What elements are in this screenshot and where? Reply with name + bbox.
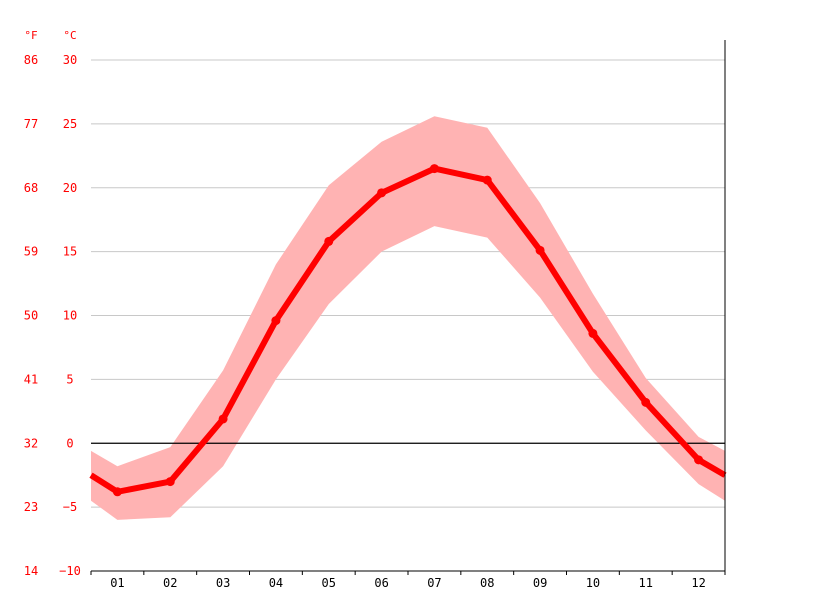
data-point-02	[165, 477, 175, 487]
y-tick-label-celsius: 10	[63, 309, 77, 323]
data-point-10	[588, 328, 598, 338]
x-tick-label-09: 09	[533, 576, 547, 590]
y-tick-label-fahrenheit: 14	[24, 564, 38, 578]
x-tick-label-01: 01	[110, 576, 124, 590]
data-point-09	[535, 245, 545, 255]
x-tick-label-08: 08	[480, 576, 494, 590]
y-tick-label-fahrenheit: 50	[24, 309, 38, 323]
y-tick-label-fahrenheit: 86	[24, 53, 38, 67]
y-tick-label-celsius: 20	[63, 181, 77, 195]
y-tick-label-celsius: 15	[63, 245, 77, 259]
unit-label-celsius: °C	[63, 29, 76, 42]
y-tick-label-celsius: 25	[63, 117, 77, 131]
x-tick-label-05: 05	[322, 576, 336, 590]
data-point-03	[218, 414, 228, 424]
x-tick-label-02: 02	[163, 576, 177, 590]
axis-labels: °F °C 30862577206815591050541032−523−101…	[24, 29, 706, 590]
y-tick-label-fahrenheit: 32	[24, 436, 38, 450]
range-band	[91, 116, 725, 520]
y-tick-label-fahrenheit: 23	[24, 500, 38, 514]
axes	[90, 40, 726, 575]
y-tick-label-celsius: 0	[66, 436, 73, 450]
y-tick-label-celsius: −10	[59, 564, 81, 578]
data-point-05	[324, 236, 334, 246]
y-tick-label-celsius: −5	[63, 500, 77, 514]
x-tick-label-04: 04	[269, 576, 283, 590]
data-point-01	[112, 487, 122, 497]
y-tick-label-fahrenheit: 41	[24, 372, 38, 386]
x-tick-label-03: 03	[216, 576, 230, 590]
y-tick-label-fahrenheit: 59	[24, 245, 38, 259]
data-point-06	[377, 188, 387, 198]
temperature-range-band	[91, 116, 725, 520]
average-temperature-line	[89, 164, 727, 497]
x-tick-label-10: 10	[586, 576, 600, 590]
unit-label-fahrenheit: °F	[24, 29, 37, 42]
x-tick-label-12: 12	[691, 576, 705, 590]
x-tick-label-11: 11	[639, 576, 653, 590]
data-point-07	[429, 164, 439, 174]
y-tick-label-celsius: 5	[66, 372, 73, 386]
data-point-08	[482, 175, 492, 185]
y-tick-label-fahrenheit: 77	[24, 117, 38, 131]
x-tick-label-06: 06	[374, 576, 388, 590]
average-line	[89, 165, 727, 495]
data-point-12	[694, 455, 704, 465]
y-tick-label-celsius: 30	[63, 53, 77, 67]
y-tick-label-fahrenheit: 68	[24, 181, 38, 195]
data-point-04	[271, 316, 281, 326]
x-tick-label-07: 07	[427, 576, 441, 590]
data-point-11	[641, 397, 651, 407]
